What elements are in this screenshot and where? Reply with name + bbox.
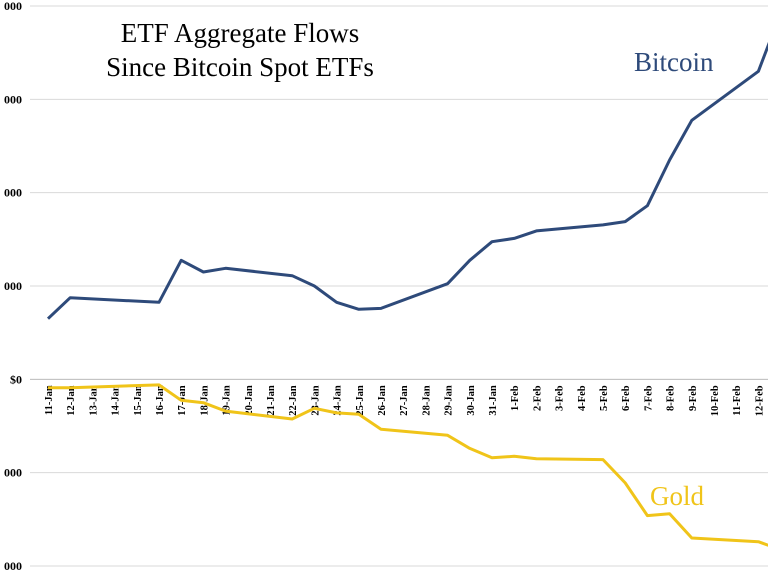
x-tick-label: 2-Feb	[532, 385, 543, 411]
chart-title-line-2: Since Bitcoin Spot ETFs	[106, 52, 374, 82]
y-tick-label: 000	[4, 92, 22, 106]
x-tick-label: 27-Jan	[399, 385, 410, 415]
chart-title-line-1: ETF Aggregate Flows	[120, 18, 360, 48]
x-tick-label: 14-Jan	[111, 385, 122, 415]
x-tick-label: 8-Feb	[666, 385, 677, 411]
x-tick-label: 28-Jan	[421, 385, 432, 415]
series-lines	[46, 41, 768, 547]
x-tick-label: 19-Jan	[222, 385, 233, 415]
x-tick-label: 12-Jan	[66, 385, 77, 415]
x-axis-ticks: 11-Jan 12-Jan 13-Jan 14-Jan 15-Jan 16-Jan 17-J…	[44, 385, 765, 416]
x-tick-label: 25-Jan	[355, 385, 366, 415]
y-tick-label: 000	[4, 279, 22, 293]
y-tick-label: $0	[10, 372, 22, 386]
x-tick-label: 10-Feb	[710, 385, 721, 416]
x-tick-label: 9-Feb	[688, 385, 699, 411]
x-tick-label: 20-Jan	[244, 385, 255, 415]
chart-title: ETF Aggregate Flows Since Bitcoin Spot E…	[40, 16, 440, 84]
x-tick-label: 21-Jan	[266, 385, 277, 415]
x-tick-label: 13-Jan	[88, 385, 99, 415]
x-tick-label: 12-Feb	[754, 385, 765, 416]
x-tick-label: 23-Jan	[310, 385, 321, 415]
y-tick-label: 000	[4, 186, 22, 200]
gridlines	[30, 5, 768, 567]
y-axis-ticks: 000 000 000 000 $0 000 000	[4, 0, 22, 573]
y-tick-label: 000	[4, 0, 22, 13]
x-tick-label: 30-Jan	[466, 385, 477, 415]
x-tick-label: 26-Jan	[377, 385, 388, 415]
bitcoin-line	[46, 41, 768, 320]
x-tick-label: 11-Jan	[44, 385, 55, 415]
gold-line	[48, 383, 768, 547]
x-tick-label: 3-Feb	[555, 385, 566, 411]
x-tick-label: 11-Feb	[732, 385, 743, 415]
x-tick-label: 15-Jan	[133, 385, 144, 415]
y-tick-label: 000	[4, 559, 22, 573]
x-tick-label: 7-Feb	[643, 385, 654, 411]
x-tick-label: 16-Jan	[155, 385, 166, 415]
x-tick-label: 24-Jan	[333, 385, 344, 415]
bitcoin-series-label: Bitcoin	[634, 47, 714, 77]
x-tick-label: 4-Feb	[577, 385, 588, 411]
gold-series-label: Gold	[650, 481, 704, 511]
x-tick-label: 1-Feb	[510, 385, 521, 411]
x-tick-label: 29-Jan	[444, 385, 455, 415]
x-tick-label: 6-Feb	[621, 385, 632, 411]
x-tick-label: 18-Jan	[199, 385, 210, 415]
x-tick-label: 31-Jan	[488, 385, 499, 415]
y-tick-label: 000	[4, 466, 22, 480]
x-tick-label: 5-Feb	[599, 385, 610, 411]
x-tick-label: 22-Jan	[288, 385, 299, 415]
